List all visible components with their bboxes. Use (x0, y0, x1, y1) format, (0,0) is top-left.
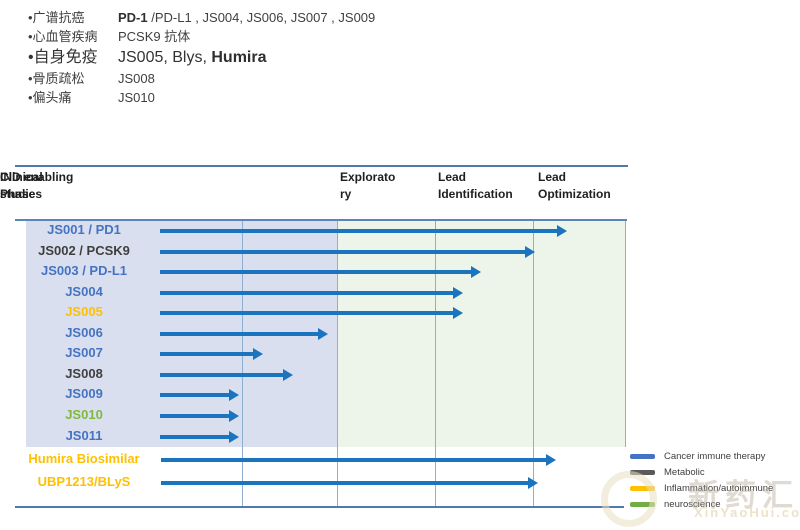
category-label: •广谱抗癌 (28, 10, 85, 25)
program-row-label: JS001 / PD1 (47, 222, 121, 237)
list-item: •自身免疫 JS005, Blys, Humira (28, 46, 508, 69)
program-row-label: JS004 (65, 284, 103, 299)
legend-label: Cancer immune therapy (664, 451, 766, 462)
list-item: •骨质疏松 JS008 (28, 69, 508, 88)
progress-arrow (161, 454, 556, 466)
program-row-label: JS007 (65, 345, 103, 360)
progress-arrow (160, 287, 463, 299)
legend-swatch (630, 470, 655, 475)
phase-gridline (435, 221, 436, 506)
legend-label: Inflammation/autoimmune (664, 483, 774, 494)
progress-arrow (160, 348, 263, 360)
progress-arrow (160, 410, 239, 422)
phase-gridline (242, 221, 243, 506)
phase-gridline (533, 221, 534, 506)
legend-item: Cancer immune therapy (630, 449, 773, 464)
category-values: JS005, Blys, Humira (118, 49, 267, 66)
progress-arrow (161, 477, 538, 489)
program-row-label: JS011 (65, 428, 103, 443)
therapeutic-area-list: •广谱抗癌 PD-1 /PD-L1 , JS004, JS006, JS007 … (28, 8, 508, 107)
program-row-label: JS006 (65, 325, 103, 340)
legend-item: Metabolic (630, 465, 773, 480)
category-values: PCSK9 抗体 (118, 29, 191, 44)
legend-swatch (630, 502, 655, 507)
column-header-exploratory: Explorato ry (340, 170, 396, 201)
legend-item: neuroscience (630, 497, 773, 512)
category-values: JS010 (118, 90, 155, 105)
progress-arrow (160, 389, 239, 401)
development-shaded-region (337, 221, 625, 447)
program-row-label: JS009 (65, 386, 103, 401)
progress-arrow (160, 307, 463, 319)
top-border-line (15, 165, 628, 167)
category-label: •骨质疏松 (28, 71, 85, 86)
progress-arrow (160, 246, 535, 258)
legend-item: Inflammation/autoimmune (630, 481, 773, 496)
legend: Cancer immune therapy Metabolic Inflammati… (630, 449, 773, 513)
progress-arrow (160, 225, 567, 237)
header-separator-line (15, 219, 627, 221)
category-label: •偏头痛 (28, 90, 72, 105)
program-row-label: JS008 (65, 366, 103, 381)
legend-label: Metabolic (664, 467, 705, 478)
program-row-label: Humira Biosimilar (28, 451, 140, 466)
column-header-clinical-phase: Clinical Phase (0, 170, 43, 201)
program-row-label: JS005 (65, 304, 103, 319)
category-values: JS008 (118, 71, 155, 86)
program-row-label: JS002 / PCSK9 (38, 243, 130, 258)
list-item: •广谱抗癌 PD-1 /PD-L1 , JS004, JS006, JS007 … (28, 8, 508, 27)
category-values: PD-1 /PD-L1 , JS004, JS006, JS007 , JS00… (118, 10, 376, 25)
program-row-label: JS010 (65, 407, 103, 422)
progress-arrow (160, 266, 481, 278)
program-row-label: UBP1213/BLyS (37, 474, 131, 489)
category-label: •心血管疾病 (28, 29, 98, 44)
legend-swatch (630, 454, 655, 459)
list-item: •偏头痛 JS010 (28, 88, 508, 107)
category-label: •自身免疫 (28, 49, 98, 66)
program-row-label: JS003 / PD-L1 (41, 263, 127, 278)
legend-label: neuroscience (664, 499, 721, 510)
legend-swatch (630, 486, 655, 491)
chart-right-border (625, 221, 626, 447)
phase-gridline (337, 221, 338, 506)
column-header-lead-optimization: Lead Optimization (538, 170, 611, 201)
progress-arrow (160, 431, 239, 443)
column-header-ind-enabling: IND enabling studies (0, 170, 74, 201)
list-item: •心血管疾病 PCSK9 抗体 (28, 27, 508, 46)
progress-arrow (160, 369, 293, 381)
column-header-lead-identification: Lead Identification (438, 170, 513, 201)
progress-arrow (160, 328, 328, 340)
bottom-border-line (15, 506, 624, 508)
